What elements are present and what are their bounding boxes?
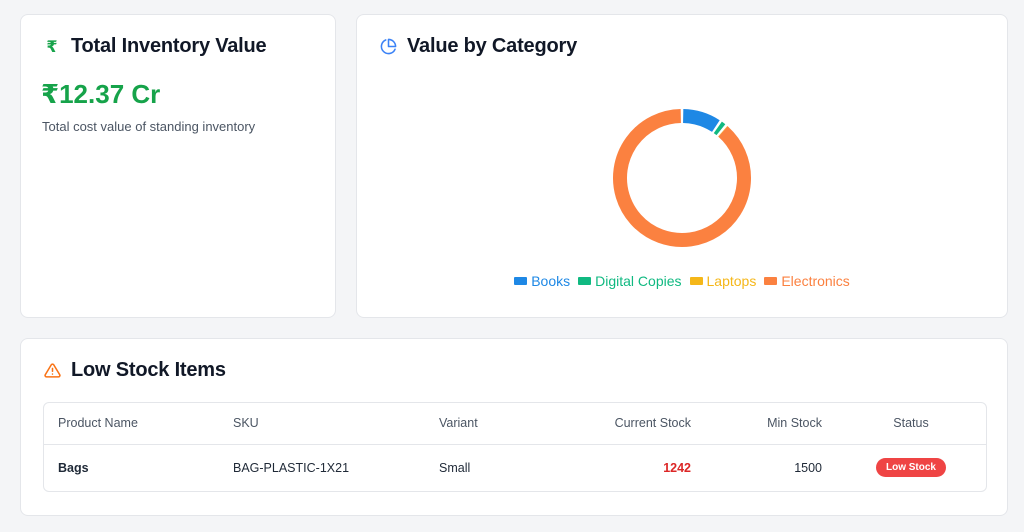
- column-header-sku[interactable]: SKU: [219, 403, 425, 445]
- total-inventory-header: ₹ Total Inventory Value: [43, 35, 266, 58]
- cell-product-name: Bags: [58, 460, 89, 475]
- column-header-product-name[interactable]: Product Name: [44, 403, 219, 445]
- legend-label: Electronics: [781, 273, 850, 289]
- legend-item-digital-copies[interactable]: Digital Copies: [578, 273, 682, 289]
- category-donut-chart: [613, 109, 751, 247]
- low-stock-header: Low Stock Items: [43, 359, 226, 382]
- legend-swatch: [689, 277, 703, 285]
- legend-swatch: [578, 277, 592, 285]
- column-header-variant[interactable]: Variant: [425, 403, 545, 445]
- legend-item-laptops[interactable]: Laptops: [689, 273, 757, 289]
- legend-label: Books: [531, 273, 571, 289]
- legend-item-electronics[interactable]: Electronics: [764, 273, 850, 289]
- donut-slice-digital-copies[interactable]: [713, 121, 726, 136]
- cell-variant: Small: [439, 460, 471, 475]
- warning-icon: [43, 362, 61, 380]
- low-stock-table: Product Name SKU Variant Current Stock M…: [43, 402, 987, 492]
- cell-status: Low Stock: [836, 444, 986, 491]
- status-badge: Low Stock: [875, 458, 946, 478]
- total-inventory-value: ₹12.37 Cr: [41, 79, 161, 109]
- low-stock-card: Low Stock Items Product Name SKU Variant…: [20, 338, 1008, 516]
- legend-label: Digital Copies: [595, 273, 682, 289]
- category-legend: Books Digital Copies Laptops Electronics: [357, 273, 1007, 289]
- total-inventory-title: Total Inventory Value: [71, 35, 267, 57]
- legend-swatch: [764, 277, 778, 285]
- legend-label: Laptops: [706, 273, 757, 289]
- column-header-min-stock[interactable]: Min Stock: [705, 403, 836, 445]
- table-row[interactable]: Bags BAG-PLASTIC-1X21 Small 1242 1500 Lo…: [44, 444, 986, 491]
- value-by-category-header: Value by Category: [379, 35, 577, 58]
- total-inventory-description: Total cost value of standing inventory: [42, 119, 256, 134]
- pie-chart-icon: [379, 38, 397, 56]
- cell-current-stock: 1242: [663, 460, 691, 475]
- donut-slice-books[interactable]: [682, 109, 720, 133]
- low-stock-title: Low Stock Items: [71, 359, 226, 381]
- total-inventory-card: ₹ Total Inventory Value ₹12.37 Cr Total …: [20, 14, 336, 318]
- column-header-current-stock[interactable]: Current Stock: [545, 403, 705, 445]
- column-header-status[interactable]: Status: [836, 403, 986, 445]
- value-by-category-card: Value by Category Books Digital Copies Lap…: [356, 14, 1008, 318]
- cell-min-stock: 1500: [794, 460, 822, 475]
- legend-item-books[interactable]: Books: [514, 273, 570, 289]
- rupee-icon: ₹: [46, 38, 58, 56]
- cell-sku: BAG-PLASTIC-1X21: [233, 460, 350, 475]
- table-header-row: Product Name SKU Variant Current Stock M…: [44, 403, 986, 445]
- donut-slice-electronics[interactable]: [613, 109, 751, 247]
- value-by-category-title: Value by Category: [407, 35, 577, 57]
- legend-swatch: [514, 277, 528, 285]
